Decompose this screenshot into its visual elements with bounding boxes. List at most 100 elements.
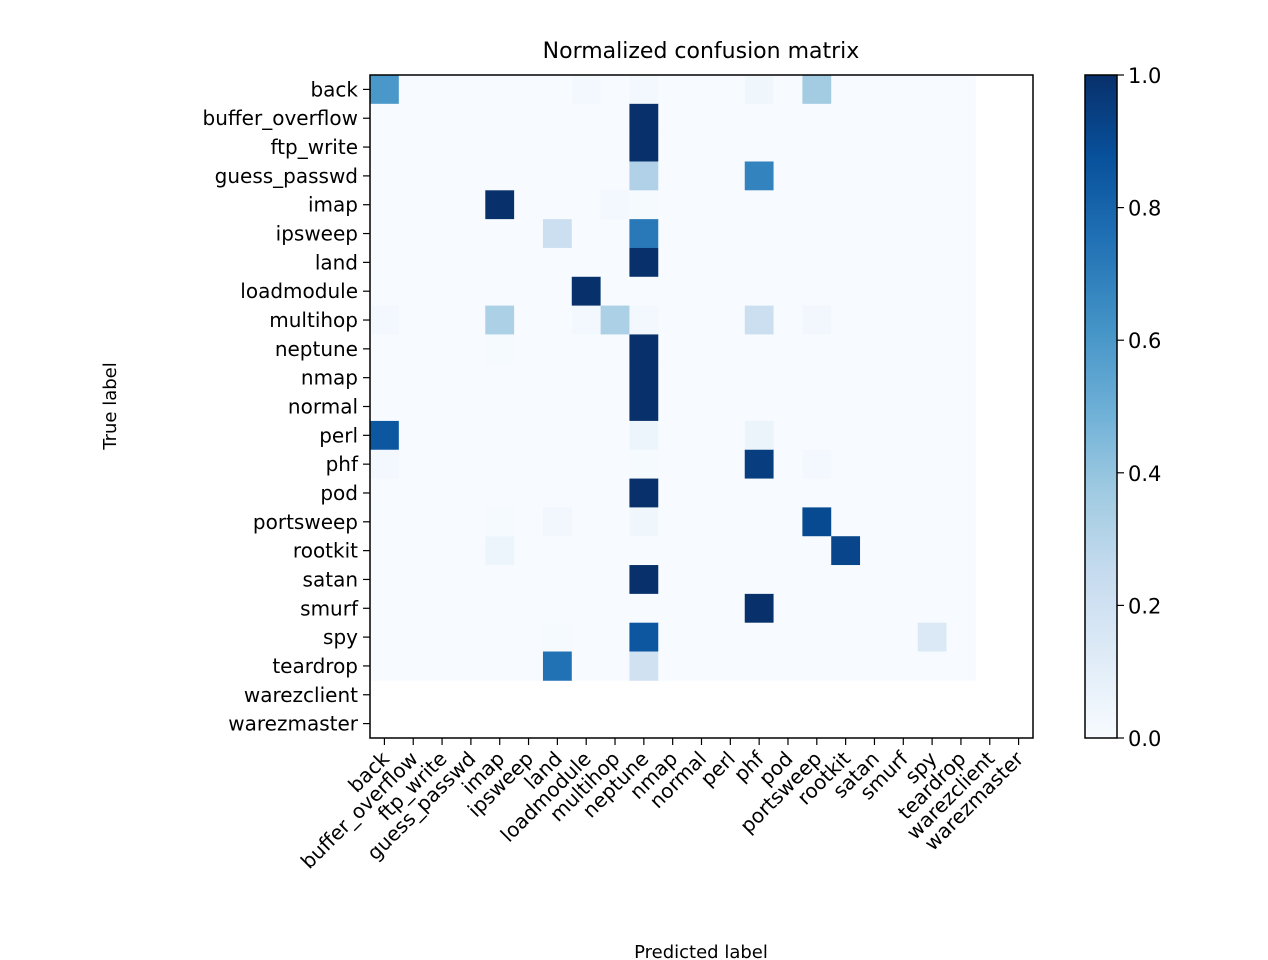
heatmap-cell (542, 449, 573, 479)
heatmap-cell (629, 305, 659, 335)
heatmap-cell (629, 190, 659, 220)
heatmap-cell (831, 420, 861, 451)
y-tick-label: neptune (275, 337, 358, 361)
heatmap-cell (427, 103, 457, 134)
heatmap-cell (600, 247, 630, 278)
heatmap-cell (744, 449, 774, 479)
heatmap-cell (917, 247, 947, 278)
heatmap-cell (658, 190, 688, 220)
heatmap-cell (658, 276, 688, 307)
y-tick-label: phf (326, 452, 359, 476)
heatmap-cell (514, 161, 544, 191)
heatmap-cell (370, 75, 400, 105)
heatmap-cell (888, 392, 919, 422)
heatmap-cell (773, 132, 803, 162)
heatmap-cell (744, 363, 774, 393)
heatmap-cell (946, 565, 976, 595)
heatmap-cell (687, 593, 717, 624)
heatmap-cell (571, 219, 602, 249)
heatmap-cell (658, 478, 688, 508)
y-tick-label: warezmaster (228, 712, 359, 736)
heatmap-cell (658, 334, 688, 364)
heatmap-cell (427, 622, 457, 652)
heatmap-cell (370, 420, 400, 451)
heatmap-cell (860, 651, 890, 681)
heatmap-cell (456, 161, 486, 191)
heatmap-cell (773, 190, 803, 220)
heatmap-cell (715, 161, 746, 191)
heatmap-cell (687, 478, 717, 508)
heatmap-cell (427, 190, 457, 220)
heatmap-cell (687, 449, 717, 479)
heatmap-cell (370, 536, 400, 566)
heatmap-cell (860, 507, 890, 537)
heatmap-cell (370, 305, 400, 335)
heatmap-cell (888, 565, 919, 595)
heatmap-cell (370, 363, 400, 393)
y-tick-label: spy (323, 625, 358, 649)
heatmap-cell (802, 593, 832, 624)
heatmap-cell (773, 536, 803, 566)
heatmap-cell (600, 565, 630, 595)
heatmap-cell (658, 507, 688, 537)
heatmap-cell (600, 622, 630, 652)
heatmap-cell (398, 219, 429, 249)
heatmap-cell (427, 132, 457, 162)
heatmap-cell (485, 593, 515, 624)
heatmap-cell (600, 132, 630, 162)
heatmap-cell (398, 565, 429, 595)
heatmap-cell (946, 334, 976, 364)
heatmap-cell (485, 190, 515, 220)
heatmap-cell (456, 392, 486, 422)
heatmap-cell (427, 565, 457, 595)
heatmap-cell (888, 363, 919, 393)
heatmap-cell (370, 651, 400, 681)
heatmap-cell (658, 622, 688, 652)
heatmap-cell (831, 190, 861, 220)
heatmap-cell (917, 420, 947, 451)
heatmap-cell (456, 334, 486, 364)
heatmap-cell (802, 103, 832, 134)
heatmap-cell (514, 593, 544, 624)
heatmap-cell (542, 190, 573, 220)
heatmap-cell (398, 392, 429, 422)
heatmap-cell (946, 161, 976, 191)
heatmap-cell (715, 103, 746, 134)
colorbar-tick-label: 0.4 (1128, 462, 1161, 486)
heatmap-cell (946, 103, 976, 134)
heatmap-cell (571, 247, 602, 278)
heatmap-cell (658, 651, 688, 681)
heatmap-cell (802, 507, 832, 537)
heatmap-cell (773, 565, 803, 595)
y-axis-label: True label (100, 362, 121, 451)
heatmap-cell (917, 103, 947, 134)
heatmap-cell (917, 132, 947, 162)
heatmap-cell (687, 651, 717, 681)
heatmap-cell (831, 507, 861, 537)
heatmap-cell (888, 536, 919, 566)
heatmap-cell (427, 536, 457, 566)
colorbar-tick-label: 0.8 (1128, 197, 1161, 221)
heatmap-cell (514, 651, 544, 681)
heatmap-cell (370, 103, 400, 134)
heatmap-cells (370, 75, 976, 681)
heatmap-cell (600, 305, 630, 335)
heatmap-cell (600, 219, 630, 249)
y-tick-label: normal (288, 395, 358, 419)
heatmap-cell (370, 334, 400, 364)
heatmap-cell (427, 363, 457, 393)
heatmap-cell (571, 305, 602, 335)
heatmap-cell (888, 593, 919, 624)
heatmap-cell (600, 103, 630, 134)
x-axis: backbuffer_overflowftp_writeguess_passwd… (296, 738, 1029, 873)
heatmap-cell (370, 392, 400, 422)
heatmap-cell (802, 651, 832, 681)
heatmap-cell (946, 132, 976, 162)
heatmap-cell (658, 103, 688, 134)
heatmap-cell (542, 334, 573, 364)
heatmap-cell (571, 536, 602, 566)
heatmap-cell (427, 219, 457, 249)
heatmap-cell (831, 247, 861, 278)
heatmap-cell (888, 219, 919, 249)
heatmap-cell (888, 132, 919, 162)
